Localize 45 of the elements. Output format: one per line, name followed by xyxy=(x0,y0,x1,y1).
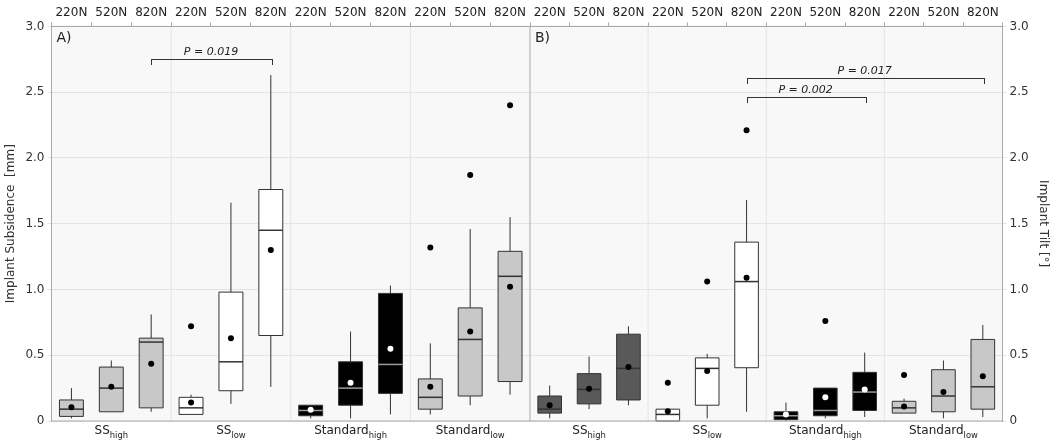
y2-tick-label: 3.0 xyxy=(1009,18,1029,33)
y2-tick-label: 0.5 xyxy=(1009,347,1029,362)
x-tick-label: 820N xyxy=(730,5,763,20)
x-tick-label: 820N xyxy=(848,5,881,20)
x-tick-label: 520N xyxy=(334,5,367,20)
y2-tick-label: 1.0 xyxy=(1009,281,1029,296)
x-tick-label: 520N xyxy=(573,5,606,20)
y2-tick-label: 0 xyxy=(1009,413,1018,428)
x-tick-label: 520N xyxy=(95,5,128,20)
x-tick-label: 220N xyxy=(414,5,447,20)
x-tick-label: 820N xyxy=(494,5,527,20)
y-tick-label: 2.5 xyxy=(25,84,45,99)
y2-tick-label: 2.5 xyxy=(1009,84,1029,99)
y2-axis-title: Implant Tilt [°] xyxy=(1036,180,1051,268)
x-tick-label: 820N xyxy=(135,5,168,20)
x-tick-label: 520N xyxy=(809,5,842,20)
x-tick-label: 220N xyxy=(294,5,327,20)
y2-tick-label: 2.0 xyxy=(1009,150,1029,165)
x-tick-label: 520N xyxy=(927,5,960,20)
x-tick-label: 220N xyxy=(55,5,88,20)
x-tick-label: 220N xyxy=(175,5,207,20)
y-tick-label: 3.0 xyxy=(25,18,45,33)
annotation: P = 0.019 xyxy=(183,45,239,59)
x-tick-label: 520N xyxy=(454,5,487,20)
x-tick-label: 220N xyxy=(888,5,921,20)
x-tick-label: 820N xyxy=(966,5,999,20)
x-tick-label: 520N xyxy=(214,5,247,20)
x-tick-label: 520N xyxy=(691,5,724,20)
y-tick-label: 0 xyxy=(36,413,45,428)
annotation: P = 0.002 xyxy=(778,83,833,97)
x-tick-label: 820N xyxy=(612,5,645,20)
annotation: P = 0.017 xyxy=(837,63,892,77)
x-tick-label: 820N xyxy=(254,5,287,20)
y2-tick-label: 1.5 xyxy=(1009,215,1029,230)
x-tick-label: 820N xyxy=(374,5,407,20)
x-tick-label: 220N xyxy=(770,5,802,20)
annotation: B) xyxy=(535,29,551,46)
annotation: A) xyxy=(56,29,72,46)
x-tick-label: 220N xyxy=(533,5,566,20)
y-tick-label: 1.0 xyxy=(25,281,45,296)
y-tick-label: 0.5 xyxy=(25,347,45,362)
y-tick-label: 2.0 xyxy=(25,150,45,165)
y-tick-label: 1.5 xyxy=(25,215,45,230)
x-tick-label: 220N xyxy=(651,5,684,20)
y-axis-title: Implant Subsidence [mm] xyxy=(3,144,18,304)
